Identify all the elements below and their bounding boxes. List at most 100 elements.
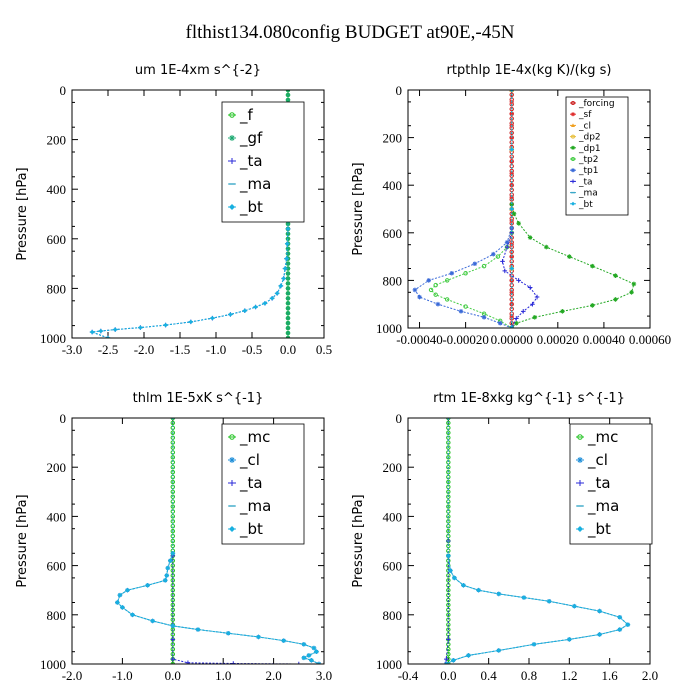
legend-box — [569, 423, 653, 545]
legend-label: _f — [239, 106, 254, 125]
data-point — [534, 294, 540, 300]
data-point — [448, 568, 453, 573]
y-tick-label: 600 — [383, 559, 403, 574]
data-point — [446, 553, 451, 559]
data-point — [446, 587, 451, 593]
data-point — [170, 469, 176, 475]
series-line — [511, 204, 635, 328]
data-point — [597, 632, 602, 637]
data-point — [527, 235, 533, 240]
data-point — [125, 587, 130, 593]
legend-box — [221, 423, 305, 545]
data-point — [285, 261, 291, 266]
data-point — [284, 256, 289, 261]
y-axis-label: Pressure [hPa] — [351, 162, 366, 255]
data-point — [446, 469, 451, 475]
data-point — [284, 241, 290, 247]
legend-label: _ma — [239, 175, 271, 194]
data-point — [285, 310, 291, 316]
data-point — [509, 106, 514, 112]
y-tick-label: 600 — [383, 226, 403, 241]
data-point — [285, 231, 291, 237]
data-point — [509, 201, 515, 207]
data-point — [617, 627, 623, 632]
data-point — [530, 301, 535, 307]
data-point — [185, 660, 191, 664]
data-point — [463, 271, 468, 276]
series-tp1 — [412, 225, 515, 328]
data-point — [281, 276, 286, 281]
data-point — [560, 309, 565, 314]
data-point — [301, 642, 307, 647]
legend-marker — [229, 158, 235, 164]
data-point — [138, 325, 143, 330]
data-point — [511, 211, 517, 217]
data-point — [426, 278, 432, 283]
data-point — [446, 578, 451, 583]
data-point — [509, 111, 515, 117]
data-point — [301, 655, 307, 661]
series-line — [116, 553, 320, 664]
data-point — [309, 658, 314, 663]
series-cl — [115, 551, 322, 664]
data-point — [597, 608, 602, 614]
data-point — [509, 130, 514, 136]
data-point — [188, 319, 194, 325]
legend-marker — [577, 526, 583, 532]
legend-marker — [577, 480, 583, 486]
data-point — [446, 494, 451, 499]
x-tick-label: -1.0 — [206, 342, 227, 357]
x-tick-label: 3.0 — [316, 668, 332, 683]
x-tick-label: -1.5 — [170, 342, 191, 357]
plot-frame — [71, 417, 325, 665]
data-point — [285, 226, 291, 232]
data-point — [481, 314, 487, 320]
data-point — [433, 282, 438, 288]
legend-marker — [571, 134, 575, 139]
legend: _forcing_sf_cl _dp2_dp1_tp2_tp1_ta _ma_bt — [565, 96, 629, 216]
x-tick-label: 2.0 — [265, 668, 281, 683]
data-point — [504, 244, 510, 250]
data-point — [461, 582, 466, 588]
legend-label: _ma — [578, 189, 598, 199]
legend-box — [565, 96, 629, 216]
data-point — [296, 661, 302, 664]
data-point — [89, 329, 95, 335]
data-point — [463, 304, 468, 309]
x-tick-label: -2.5 — [98, 342, 119, 357]
data-point — [446, 455, 451, 460]
data-point — [269, 296, 275, 301]
y-tick-label: 200 — [47, 460, 67, 475]
y-tick-label: 600 — [47, 232, 67, 247]
y-axis-label: Pressure [hPa] — [15, 167, 30, 260]
data-point — [458, 309, 464, 314]
legend-label: _bt — [587, 520, 611, 539]
data-point — [613, 273, 618, 278]
legend-marker — [577, 457, 583, 463]
data-point — [195, 627, 201, 632]
series-line — [91, 214, 289, 338]
data-point — [521, 595, 527, 600]
legend-label: _ma — [587, 497, 619, 516]
legend-marker — [229, 204, 235, 210]
data-point — [446, 479, 451, 485]
data-point — [446, 504, 451, 509]
legend-marker — [571, 101, 575, 105]
data-point — [446, 420, 451, 426]
data-area — [443, 418, 631, 664]
data-point — [242, 308, 248, 314]
legend: _mc _cl _ta _ma _bt — [221, 423, 305, 545]
legend-label: _dp2 — [578, 133, 601, 143]
data-point — [514, 316, 519, 321]
legend-label: _bt — [239, 520, 263, 539]
data-point — [285, 296, 291, 301]
data-point — [170, 651, 176, 657]
x-tick-label: 0.0 — [165, 668, 181, 683]
data-point — [444, 656, 449, 662]
data-point — [509, 92, 514, 97]
y-tick-label: 1000 — [376, 321, 402, 336]
legend-label: _sf — [578, 110, 592, 120]
x-tick-label: 0.00060 — [629, 332, 671, 347]
data-point — [617, 614, 623, 620]
y-tick-label: 200 — [383, 131, 403, 146]
